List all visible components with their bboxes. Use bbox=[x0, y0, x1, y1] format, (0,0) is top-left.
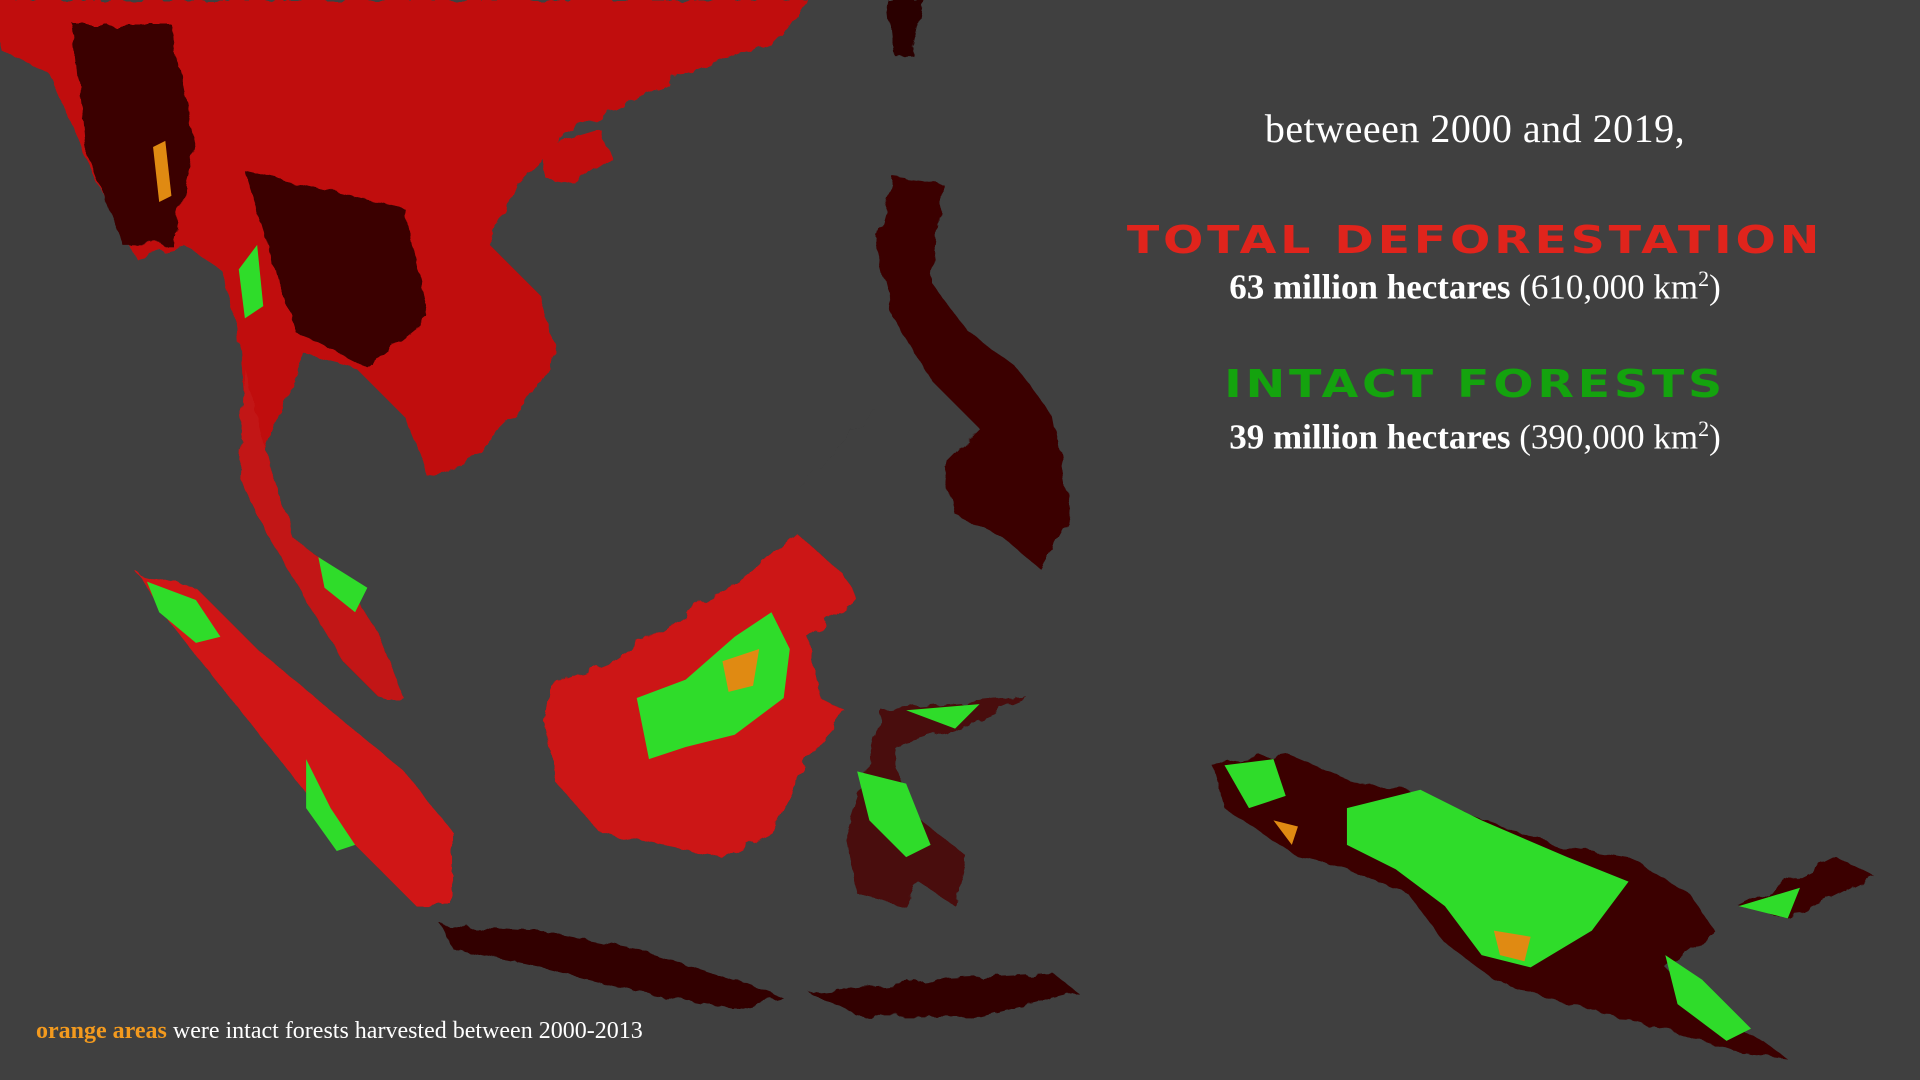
landmass-philippines bbox=[795, 177, 1072, 570]
deforestation-heading: TOTAL DEFORESTATION bbox=[1126, 218, 1824, 262]
landmass-sulawesi bbox=[844, 697, 1029, 907]
landmass-malay-peninsula bbox=[238, 367, 405, 698]
deforestation-stat: 63 million hectares (610,000 km2) bbox=[1120, 266, 1830, 308]
deforestation-close-paren: ) bbox=[1709, 267, 1721, 307]
footnote-text: were intact forests harvested between 20… bbox=[166, 1018, 643, 1044]
footnote-highlight: orange areas bbox=[36, 1018, 167, 1044]
deforestation-unit-exponent: 2 bbox=[1698, 266, 1710, 291]
intact-close-paren: ) bbox=[1709, 417, 1721, 457]
landmass-hainan bbox=[538, 128, 613, 184]
intact-unit-exponent: 2 bbox=[1698, 416, 1710, 441]
deforestation-area: (610,000 km bbox=[1519, 267, 1699, 307]
landmass-indochina-dark bbox=[73, 24, 429, 368]
intro-text: betweeen 2000 and 2019, bbox=[1264, 106, 1686, 151]
intact-area: (390,000 km bbox=[1519, 417, 1699, 457]
intact-amount: 39 million hectares bbox=[1229, 417, 1511, 457]
harvested-forest-patches bbox=[153, 140, 1531, 962]
intact-stat: 39 million hectares (390,000 km2) bbox=[1120, 416, 1830, 458]
deforestation-amount: 63 million hectares bbox=[1229, 267, 1511, 307]
landmass-taiwan bbox=[887, 0, 925, 56]
landmass-sumatra bbox=[137, 573, 454, 907]
landmass-java bbox=[440, 924, 1078, 1017]
intact-heading: INTACT FORESTS bbox=[1224, 362, 1726, 406]
intact-forest-patches bbox=[146, 244, 1800, 1041]
footnote: orange areas were intact forests harvest… bbox=[36, 1018, 643, 1045]
